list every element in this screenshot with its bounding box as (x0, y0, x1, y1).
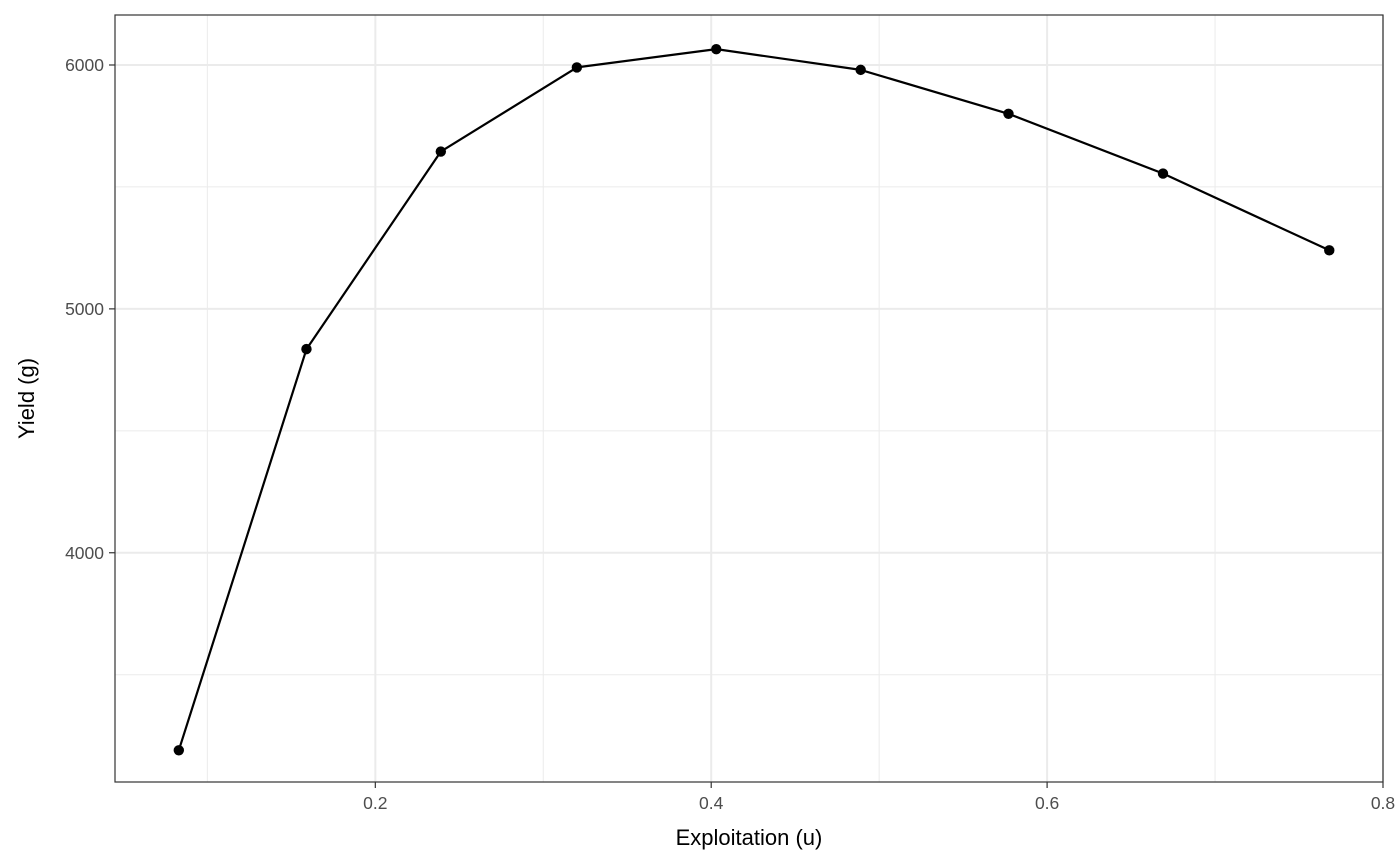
data-point (1324, 245, 1335, 256)
axes: 0.2 0.4 0.6 0.8 4000 5000 6000 (65, 55, 1395, 813)
series-layer (173, 43, 1335, 756)
y-tick-label: 4000 (65, 543, 104, 563)
data-point (435, 146, 447, 157)
data-point (173, 745, 185, 756)
x-tick-label: 0.4 (699, 793, 724, 813)
grid (115, 15, 1384, 782)
x-tick-label: 0.8 (1371, 793, 1395, 813)
x-axis-title: Exploitation (u) (676, 825, 823, 850)
data-point (1157, 168, 1169, 179)
x-tick-label: 0.2 (363, 793, 387, 813)
data-point (571, 62, 583, 73)
panel-border (114, 14, 1384, 783)
series-line (177, 47, 1330, 751)
y-tick-label: 5000 (65, 299, 104, 319)
data-point (301, 343, 312, 355)
data-point (855, 64, 866, 76)
data-point (1003, 108, 1014, 119)
x-tick-label: 0.6 (1035, 793, 1059, 813)
y-axis-title: Yield (g) (14, 358, 39, 439)
data-point (711, 43, 722, 55)
y-tick-label: 6000 (65, 55, 104, 75)
